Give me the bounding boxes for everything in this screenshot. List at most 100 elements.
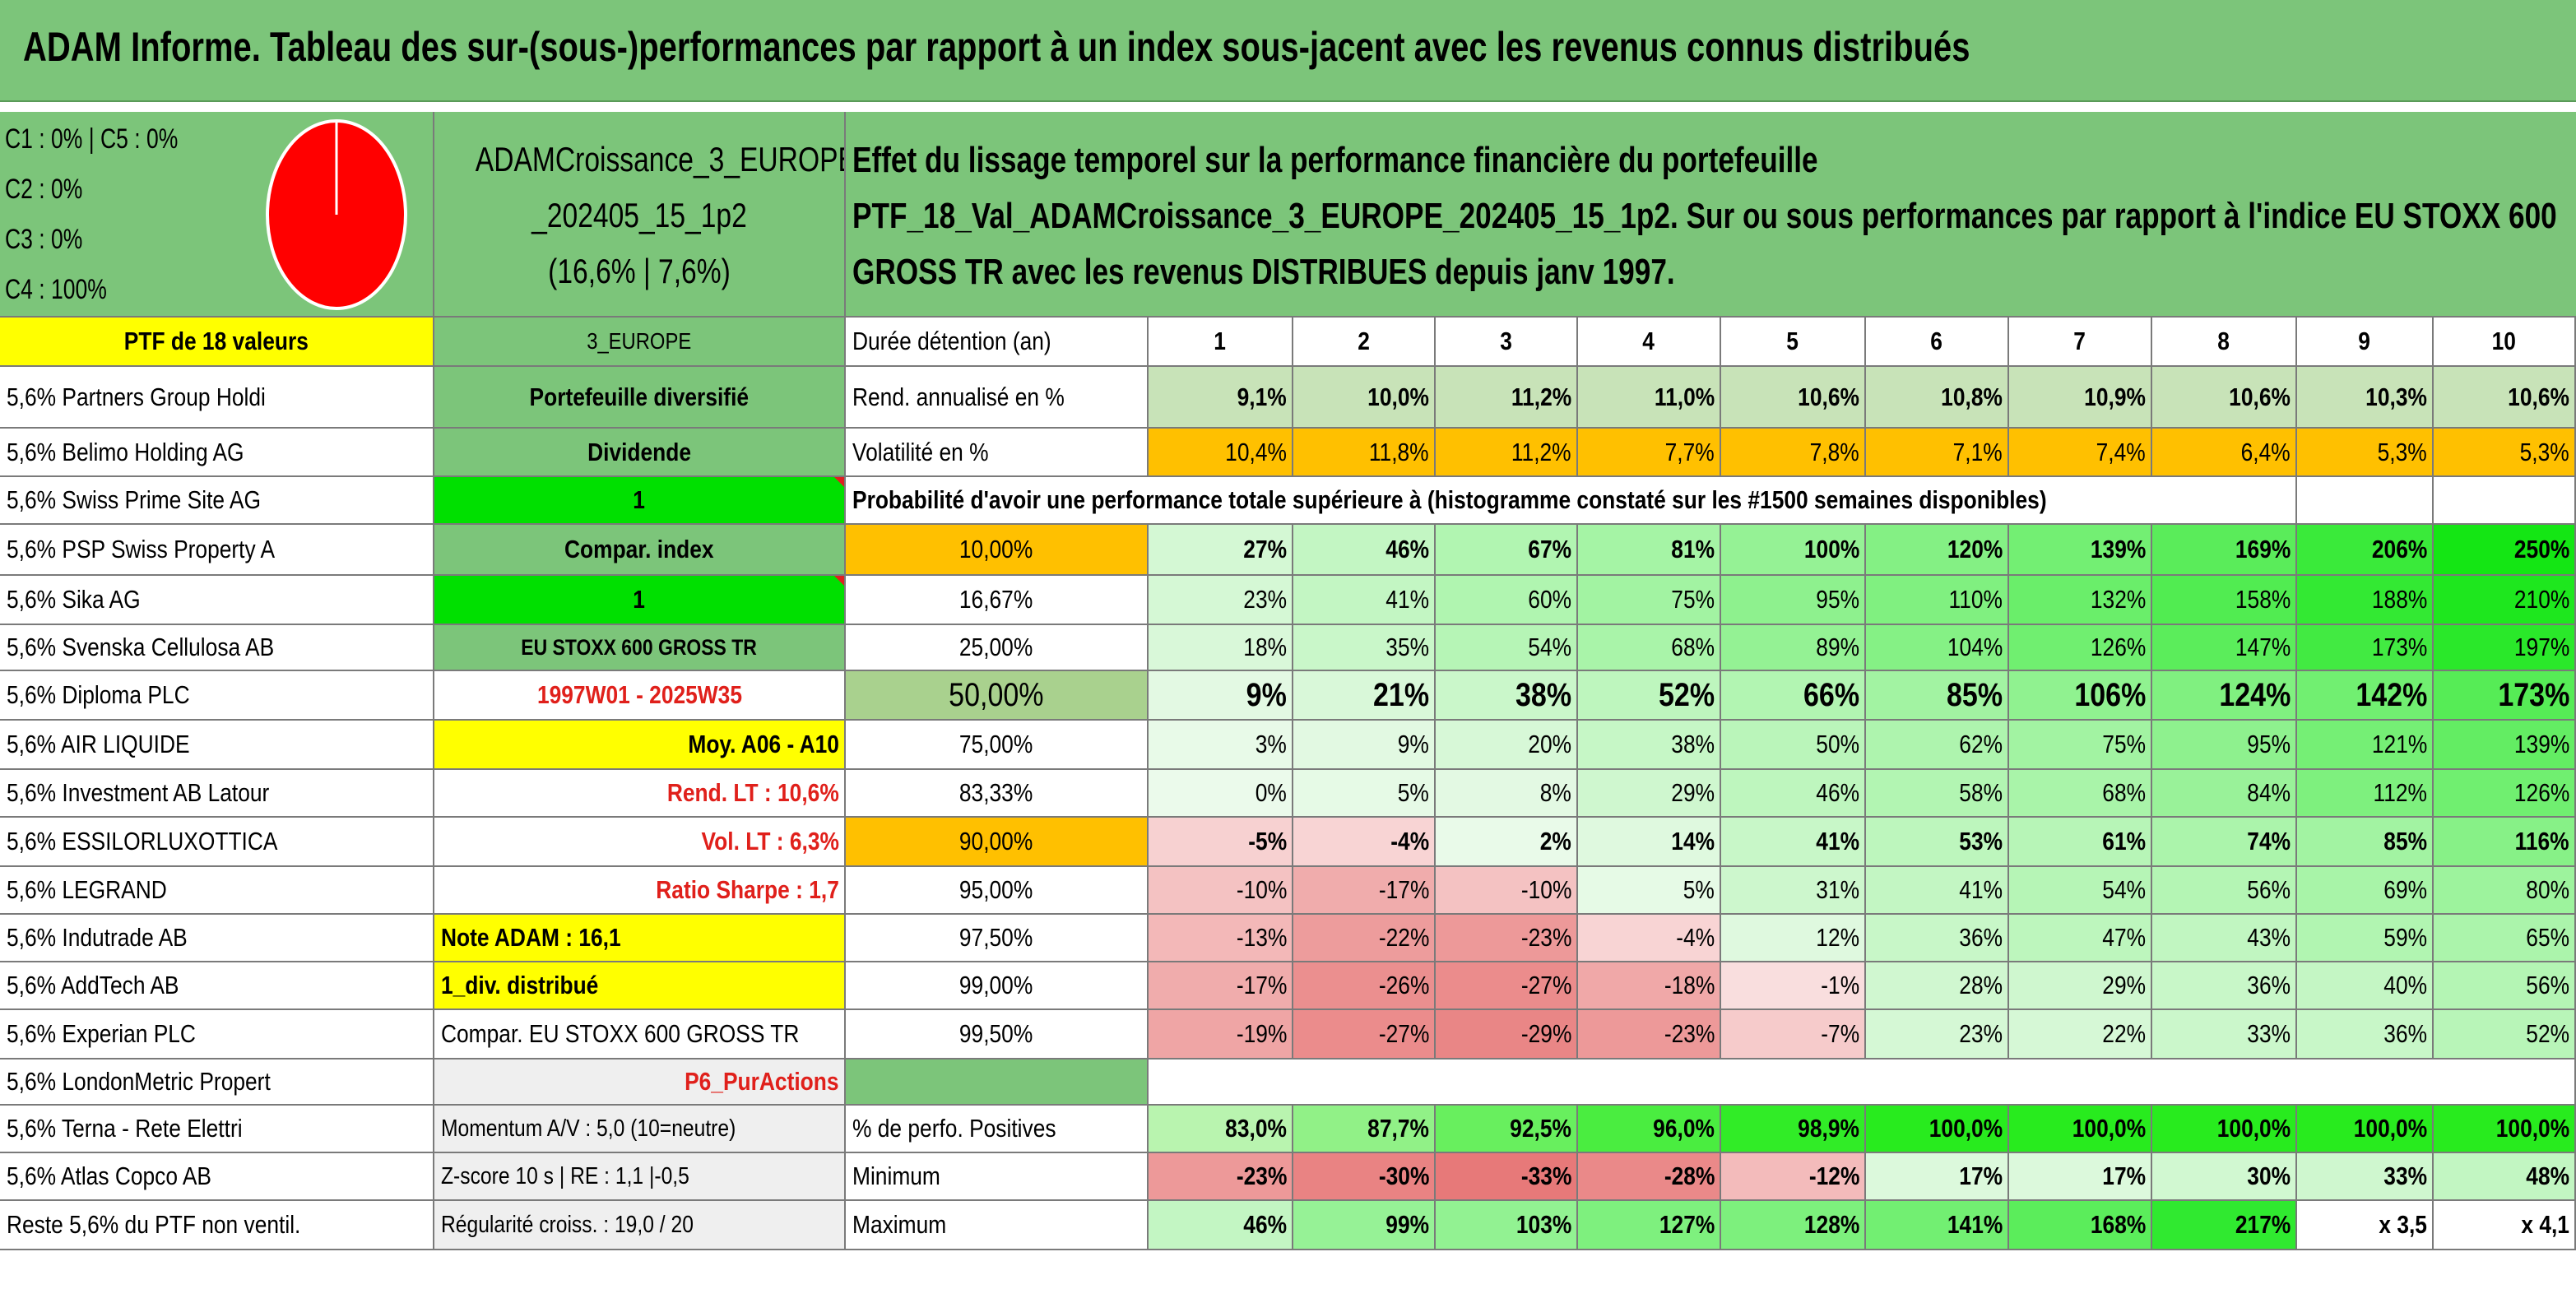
duration-label: Durée détention (an) [846,318,1149,367]
info-cell: P6_PurActions [434,1059,846,1106]
info-cell: EU STOXX 600 GROSS TR [434,625,846,671]
quantile-cell: 84% [2152,770,2297,818]
quantile-cell: 68% [2009,770,2152,818]
empty-band [1149,1059,2576,1106]
rend-cell: 10,3% [2297,367,2434,429]
quantile-cell: -18% [1578,962,1721,1010]
class-line: C1 : 0% | C5 : 0% [5,123,179,155]
min-cell: -30% [1293,1153,1436,1201]
pos-cell: 100,0% [2152,1106,2297,1153]
portfolio-name-line: ADAMCroissance_3_EUROPE [475,140,846,179]
quantile-cell: 66% [1721,671,1866,721]
holding-row: 5,6% AIR LIQUIDE [0,721,434,770]
holding-row: 5,6% LondonMetric Propert [0,1059,434,1106]
portfolio-name-line: _202405_15_1p2 [531,196,747,234]
quantile-cell: 36% [1866,915,2009,962]
report-title: ADAM Informe. Tableau des sur-(sous-)per… [23,24,1970,70]
info-cell: Dividende [434,429,846,477]
vol-cell: 11,8% [1293,429,1436,477]
quantile-cell: 35% [1293,625,1436,671]
quantile-cell: 41% [1721,818,1866,867]
quantile-cell: 68% [1578,625,1721,671]
quantile-cell: 14% [1578,818,1721,867]
min-cell: 17% [1866,1153,2009,1201]
quantile-label: 83,33% [846,770,1149,818]
min-cell: -23% [1149,1153,1293,1201]
rend-cell: 10,9% [2009,367,2152,429]
portfolio-name-panel: ADAMCroissance_3_EUROPE _202405_15_1p2 (… [434,112,846,318]
pos-cell: 100,0% [1866,1106,2009,1153]
quantile-cell: 38% [1436,671,1578,721]
info-cell: Moy. A06 - A10 [434,721,846,770]
quantile-cell: 9% [1149,671,1293,721]
max-cell: 168% [2009,1201,2152,1250]
year-header: 10 [2434,318,2576,367]
vol-cell: 7,7% [1578,429,1721,477]
quantile-cell: 173% [2434,671,2576,721]
quantile-label: 95,00% [846,867,1149,915]
min-cell: -12% [1721,1153,1866,1201]
quantile-cell: -27% [1293,1010,1436,1059]
year-header: 5 [1721,318,1866,367]
info-cell: Vol. LT : 6,3% [434,818,846,867]
pos-cell: 92,5% [1436,1106,1578,1153]
quantile-cell: 58% [1866,770,2009,818]
quantile-label: 25,00% [846,625,1149,671]
quantile-cell: 110% [1866,576,2009,625]
info-cell: Compar. EU STOXX 600 GROSS TR [434,1010,846,1059]
quantile-cell: 100% [1721,525,1866,576]
min-cell: 48% [2434,1153,2576,1201]
vol-cell: 7,8% [1721,429,1866,477]
quantile-cell: 250% [2434,525,2576,576]
quantile-cell: 56% [2152,867,2297,915]
quantile-label: 99,50% [846,1010,1149,1059]
rend-cell: 10,6% [2434,367,2576,429]
quantile-cell: 69% [2297,867,2434,915]
quantile-cell: 20% [1436,721,1578,770]
info-cell: 1 [434,576,846,625]
quantile-label: 10,00% [846,525,1149,576]
max-cell: 46% [1149,1201,1293,1250]
quantile-cell: 139% [2434,721,2576,770]
quantile-cell: 21% [1293,671,1436,721]
info-cell: Note ADAM : 16,1 [434,915,846,962]
vol-cell: 6,4% [2152,429,2297,477]
holding-row: 5,6% PSP Swiss Property A [0,525,434,576]
holding-row: 5,6% Svenska Cellulosa AB [0,625,434,671]
quantile-cell: 41% [1293,576,1436,625]
quantile-cell: 5% [1293,770,1436,818]
max-cell: x 4,1 [2434,1201,2576,1250]
quantile-cell: -22% [1293,915,1436,962]
quantile-cell: 53% [1866,818,2009,867]
holding-row: 5,6% Indutrade AB [0,915,434,962]
quantile-cell: -4% [1578,915,1721,962]
quantile-cell: 158% [2152,576,2297,625]
quantile-cell: -23% [1436,915,1578,962]
quantile-label: 50,00% [846,671,1149,721]
quantile-label: 75,00% [846,721,1149,770]
min-cell: 17% [2009,1153,2152,1201]
year-header: 3 [1436,318,1578,367]
quantile-cell: 142% [2297,671,2434,721]
class-line: C4 : 100% [5,274,107,305]
quantile-cell: 85% [2297,818,2434,867]
quantile-cell: 169% [2152,525,2297,576]
pos-label: % de perfo. Positives [846,1106,1149,1153]
quantile-cell: 126% [2009,625,2152,671]
max-cell: x 3,5 [2297,1201,2434,1250]
quantile-cell: 75% [1578,576,1721,625]
quantile-cell: 33% [2152,1010,2297,1059]
quantile-cell: 43% [2152,915,2297,962]
quantile-cell: 206% [2297,525,2434,576]
vol-cell: 7,1% [1866,429,2009,477]
holding-row: 5,6% Investment AB Latour [0,770,434,818]
quantile-cell: 65% [2434,915,2576,962]
quantile-cell: -26% [1293,962,1436,1010]
portfolio-name-line: (16,6% | 7,6%) [548,252,731,290]
quantile-cell: 120% [1866,525,2009,576]
year-header: 9 [2297,318,2434,367]
green-block [846,1059,1149,1106]
min-cell: 30% [2152,1153,2297,1201]
quantile-cell: 46% [1721,770,1866,818]
description-panel: Effet du lissage temporel sur la perform… [846,112,2576,318]
